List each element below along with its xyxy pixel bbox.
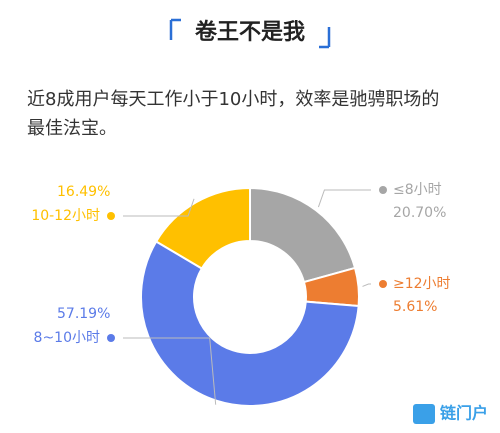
slice bbox=[140, 240, 360, 407]
value-label: 5.61% bbox=[393, 299, 437, 315]
legend-label: 8~10小时 bbox=[34, 330, 100, 346]
bracket-right bbox=[319, 27, 331, 49]
legend-label: ≤8小时 bbox=[393, 182, 442, 198]
logo: 链门户 bbox=[440, 404, 488, 423]
bracket-left bbox=[169, 18, 181, 40]
legend-dot bbox=[379, 186, 387, 194]
leader-line bbox=[362, 283, 371, 287]
subtitle: 最佳法宝。 bbox=[27, 118, 117, 139]
leader-line bbox=[123, 337, 217, 405]
legend-dot bbox=[107, 334, 115, 342]
value-label: 57.19% bbox=[57, 306, 110, 322]
slice bbox=[249, 186, 357, 284]
subtitle: 近8成用户每天工作小于10小时，效率是驰骋职场的 bbox=[27, 89, 439, 110]
value-label: 16.49% bbox=[57, 184, 110, 200]
legend-dot bbox=[107, 212, 115, 220]
logo-icon bbox=[413, 404, 435, 424]
leader-line bbox=[123, 198, 195, 217]
chart-title: 卷王不是我 bbox=[194, 19, 305, 45]
legend-label: ≥12小时 bbox=[393, 276, 451, 292]
leader-line bbox=[317, 189, 371, 208]
legend-label: 10-12小时 bbox=[31, 208, 100, 224]
legend-dot bbox=[379, 280, 387, 288]
value-label: 20.70% bbox=[393, 205, 446, 221]
